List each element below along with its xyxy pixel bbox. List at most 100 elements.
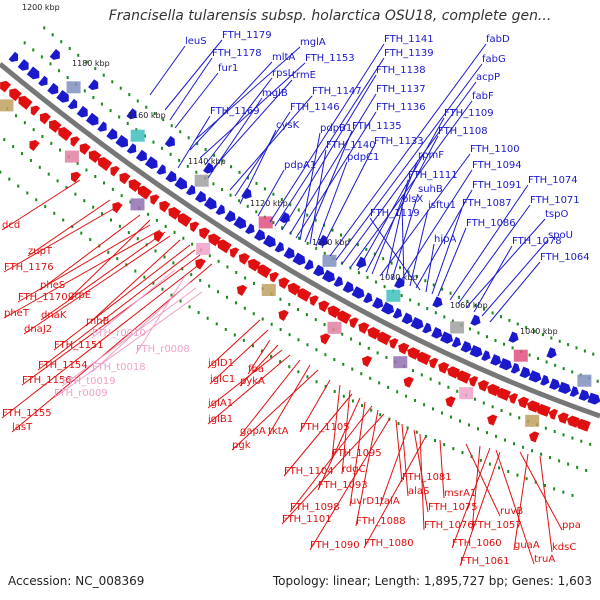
gene-label[interactable]: talA — [380, 496, 400, 507]
gene-label[interactable]: gapA — [240, 426, 266, 437]
gene-label[interactable]: FTH_1178 — [212, 48, 262, 59]
gene-label[interactable]: msrA1 — [444, 488, 476, 499]
gene-label[interactable]: lasT — [12, 422, 33, 433]
gene-label[interactable]: FTH_1111 — [408, 170, 458, 181]
gene-label[interactable]: FTH_1105 — [300, 422, 350, 433]
gene-label[interactable]: mltA — [272, 52, 295, 63]
gene-label[interactable]: FTH_1136 — [376, 102, 426, 113]
gene-label[interactable]: rpmF — [418, 150, 444, 161]
gene-label[interactable]: FTH_1109 — [444, 108, 494, 119]
gene-label[interactable]: fba — [248, 364, 264, 375]
gene-label[interactable]: rpsL — [272, 68, 294, 79]
gene-label[interactable]: FTH_1141 — [384, 34, 434, 45]
gene-label[interactable]: iglB1 — [208, 414, 233, 425]
gene-label[interactable]: hipA — [434, 234, 456, 245]
gene-label[interactable]: FTH_1061 — [460, 556, 510, 567]
gene-label[interactable]: kdsC — [552, 542, 576, 553]
gene-label[interactable]: FTH_1147 — [312, 86, 362, 97]
gene-label[interactable]: FTH_1057 — [472, 520, 522, 531]
gene-label[interactable]: FTH_t0018 — [92, 362, 146, 373]
gene-label[interactable]: FTH_1086 — [466, 218, 516, 229]
gene-label[interactable]: pykA — [240, 376, 265, 387]
gene-label[interactable]: pdpC1 — [347, 152, 379, 163]
gene-label[interactable]: plsX — [402, 194, 423, 205]
gene-label[interactable]: fabD — [486, 34, 510, 45]
gene-label[interactable]: spoU — [548, 230, 573, 241]
gene-label[interactable]: FTH_r0009 — [54, 388, 108, 399]
gene-label[interactable]: FTH_r0008 — [136, 344, 190, 355]
gene-label[interactable]: iglC1 — [210, 374, 235, 385]
gene-label[interactable]: FTH_1071 — [530, 195, 580, 206]
gene-label[interactable]: FTH_1139 — [384, 48, 434, 59]
gene-label[interactable]: FTH_1138 — [376, 65, 426, 76]
gene-label[interactable]: mglB — [262, 88, 288, 99]
gene-label[interactable]: FTH_1080 — [364, 538, 414, 549]
gene-label[interactable]: FTH_1094 — [472, 160, 522, 171]
gene-label[interactable]: dnaK — [41, 310, 67, 321]
gene-label[interactable]: pheS — [40, 280, 65, 291]
gene-label[interactable]: FTH_1091 — [472, 180, 522, 191]
gene-label[interactable]: truA — [534, 554, 555, 565]
gene-label[interactable]: FTH_1135 — [352, 121, 402, 132]
gene-label[interactable]: rnhB — [86, 316, 110, 327]
gene-label[interactable]: tspO — [545, 209, 568, 220]
gene-label[interactable]: FTH_1088 — [356, 516, 406, 527]
gene-label[interactable]: FTH_1064 — [540, 252, 590, 263]
gene-label[interactable]: FTH_1090 — [310, 540, 360, 551]
gene-label[interactable]: FTH_1169 — [210, 106, 260, 117]
gene-label[interactable]: iglA1 — [208, 398, 233, 409]
gene-label[interactable]: fur1 — [218, 63, 238, 74]
gene-label[interactable]: suhB — [418, 184, 443, 195]
gene-label[interactable]: FTH_1095 — [332, 448, 382, 459]
gene-label[interactable]: cysK — [276, 120, 300, 131]
gene-label[interactable]: guaA — [514, 540, 540, 551]
gene-label[interactable]: dnaJ2 — [24, 324, 52, 335]
gene-label[interactable]: FTH_1087 — [462, 198, 512, 209]
gene-label[interactable]: FTH_1133 — [374, 136, 424, 147]
gene-label[interactable]: FTH_1137 — [376, 84, 426, 95]
gene-label[interactable]: FTH_1140 — [326, 140, 376, 151]
gene-label[interactable]: pdpB1 — [320, 123, 352, 134]
gene-label[interactable]: uvrD1 — [350, 496, 380, 507]
gene-label[interactable]: FTH_1074 — [528, 175, 578, 186]
gene-label[interactable]: FTH_1104 — [284, 466, 334, 477]
gene-label[interactable]: FTH_1060 — [452, 538, 502, 549]
gene-label[interactable]: pheT — [4, 308, 30, 319]
gene-label[interactable]: ruvB — [500, 506, 523, 517]
gene-label[interactable]: FTH_1108 — [438, 126, 488, 137]
gene-label[interactable]: FTH_1078 — [512, 236, 562, 247]
gene-label[interactable]: FTH_r0010 — [92, 328, 146, 339]
gene-label[interactable]: FTH_1154 — [38, 360, 88, 371]
gene-label[interactable]: fabF — [472, 91, 494, 102]
gene-label[interactable]: FTH_1153 — [305, 53, 355, 64]
gene-label[interactable]: FTH_1179 — [222, 30, 272, 41]
gene-label[interactable]: isftu1 — [428, 200, 456, 211]
gene-label[interactable]: FTH_1100 — [470, 144, 520, 155]
gene-label[interactable]: zupT — [28, 246, 53, 257]
gene-label[interactable]: FTH_1176 — [4, 262, 54, 273]
gene-label[interactable]: rdgC — [342, 464, 366, 475]
gene-label[interactable]: iglD1 — [208, 358, 234, 369]
gene-label[interactable]: FTH_1119 — [370, 208, 420, 219]
gene-label[interactable]: pgk — [232, 440, 251, 451]
gene-label[interactable]: trmE — [292, 70, 316, 81]
gene-label[interactable]: tktA — [268, 426, 289, 437]
gene-label[interactable]: FTH_1155 — [2, 408, 52, 419]
gene-label[interactable]: ppa — [562, 520, 581, 531]
gene-label[interactable]: pdpA1 — [284, 160, 316, 171]
gene-label[interactable]: FTH_t0019 — [62, 376, 116, 387]
gene-label[interactable]: FTH_1075 — [428, 502, 478, 513]
gene-label[interactable]: fabG — [482, 54, 506, 65]
gene-label[interactable]: FTH_1170 — [18, 292, 68, 303]
gene-label[interactable]: dcd — [2, 220, 20, 231]
gene-label[interactable]: grpE — [68, 290, 91, 301]
gene-label[interactable]: FTH_1146 — [290, 102, 340, 113]
gene-label[interactable]: leuS — [185, 36, 207, 47]
gene-label[interactable]: FTH_1151 — [54, 340, 104, 351]
gene-label[interactable]: FTH_1156 — [22, 375, 72, 386]
gene-label[interactable]: FTH_1076 — [424, 520, 474, 531]
gene-label[interactable]: alaS — [408, 486, 429, 497]
gene-label[interactable]: mglA — [300, 37, 326, 48]
gene-label[interactable]: FTH_1098 — [290, 502, 340, 513]
gene-label[interactable]: FTH_1081 — [402, 472, 452, 483]
